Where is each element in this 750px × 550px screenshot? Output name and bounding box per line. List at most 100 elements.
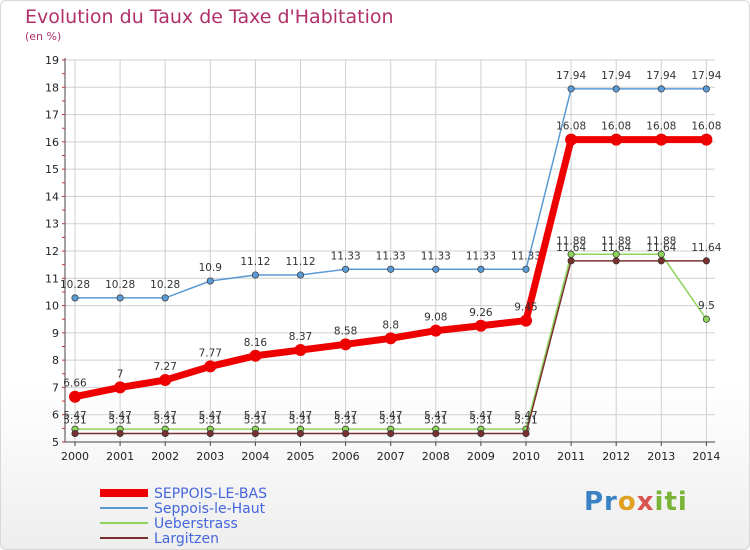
y-tick-label: 13 bbox=[45, 218, 59, 231]
data-label: 9.5 bbox=[698, 300, 715, 312]
logo-part: x bbox=[636, 487, 655, 517]
data-label: 16.08 bbox=[556, 121, 586, 133]
data-point bbox=[610, 133, 623, 146]
x-tick-label: 2006 bbox=[332, 450, 360, 463]
data-point bbox=[204, 360, 217, 373]
data-label: 5.31 bbox=[379, 415, 402, 427]
y-tick-label: 7 bbox=[52, 381, 59, 394]
legend-label: Ueberstrass bbox=[154, 516, 238, 532]
data-point bbox=[251, 271, 259, 279]
y-tick-label: 6 bbox=[52, 409, 59, 422]
data-point bbox=[387, 429, 395, 438]
data-point bbox=[161, 429, 169, 438]
data-label: 11.33 bbox=[511, 250, 541, 262]
legend-item: SEPPOIS-LE-BAS bbox=[100, 486, 267, 502]
data-point bbox=[294, 344, 307, 357]
data-label: 7.77 bbox=[199, 347, 222, 359]
data-point bbox=[342, 265, 350, 273]
data-label: 5.31 bbox=[199, 415, 222, 427]
data-point bbox=[567, 257, 575, 265]
data-label: 5.47 bbox=[379, 410, 402, 422]
data-label: 5.47 bbox=[63, 410, 86, 422]
x-tick-label: 2004 bbox=[241, 450, 269, 463]
x-tick-label: 2000 bbox=[61, 450, 89, 463]
y-tick-label: 19 bbox=[45, 54, 59, 67]
data-point bbox=[432, 429, 440, 438]
data-label: 5.31 bbox=[469, 415, 492, 427]
data-label: 5.47 bbox=[469, 410, 492, 422]
data-label: 10.28 bbox=[150, 279, 180, 291]
data-point bbox=[69, 390, 81, 403]
data-label: 11.33 bbox=[376, 250, 406, 262]
series-layer: 10.28 10.28 10.28 10.9 11.12 11.12 11.33 11.33 1… bbox=[60, 70, 722, 438]
chart-title: Evolution du Taux de Taxe d'Habitation bbox=[25, 6, 394, 28]
data-label: 8.37 bbox=[289, 331, 312, 343]
data-label: 8.16 bbox=[244, 337, 268, 349]
x-tick-label: 2008 bbox=[422, 450, 450, 463]
data-point bbox=[114, 381, 127, 394]
data-label: 11.64 bbox=[601, 242, 631, 254]
data-point bbox=[387, 265, 395, 273]
data-label: 6.66 bbox=[63, 378, 87, 390]
data-point bbox=[296, 271, 305, 279]
data-point bbox=[432, 265, 440, 273]
chart-unit-label: (en %) bbox=[25, 30, 62, 43]
data-label: 17.94 bbox=[691, 70, 721, 82]
legend-item: Seppois-le-Haut bbox=[100, 501, 266, 517]
data-point bbox=[477, 429, 485, 438]
logo-part: Pr bbox=[584, 487, 618, 517]
data-label: 11.88 bbox=[556, 235, 586, 247]
y-tick-label: 17 bbox=[45, 109, 59, 122]
data-label: 8.58 bbox=[334, 325, 357, 337]
x-tick-label: 2007 bbox=[377, 450, 405, 463]
data-point bbox=[71, 429, 79, 438]
x-tick-label: 2011 bbox=[557, 450, 585, 463]
legend: SEPPOIS-LE-BASSeppois-le-HautUeberstrass… bbox=[100, 486, 267, 547]
data-label: 11.33 bbox=[331, 250, 361, 262]
series-largitzen: 5.31 5.31 5.31 5.31 5.31 5.31 5.31 5.31 5.31 5.31… bbox=[63, 242, 722, 438]
x-tick-label: 2012 bbox=[602, 450, 630, 463]
data-point bbox=[384, 332, 397, 345]
data-point bbox=[251, 429, 259, 438]
y-tick-label: 18 bbox=[45, 81, 59, 94]
series-seppois-le-bas: 6.66 7 7.27 7.77 8.16 8.37 8.58 8.8 9.08 9.26 9.45… bbox=[63, 121, 721, 403]
data-point bbox=[522, 265, 530, 273]
legend-item: Largitzen bbox=[100, 531, 219, 547]
y-tick-label: 14 bbox=[45, 190, 59, 203]
data-label: 9.26 bbox=[469, 307, 493, 319]
data-label: 5.47 bbox=[199, 410, 222, 422]
data-label: 5.47 bbox=[334, 410, 357, 422]
data-point bbox=[159, 374, 172, 387]
data-label: 5.31 bbox=[63, 415, 86, 427]
data-label: 5.47 bbox=[424, 410, 447, 422]
data-label: 7 bbox=[117, 368, 124, 380]
data-label: 10.28 bbox=[105, 279, 135, 291]
data-point bbox=[522, 429, 530, 438]
grid-lines bbox=[65, 59, 715, 443]
y-tick-label: 11 bbox=[45, 272, 59, 285]
data-point bbox=[206, 429, 214, 438]
data-label: 11.88 bbox=[601, 235, 631, 247]
data-point bbox=[116, 429, 124, 438]
data-label: 11.88 bbox=[646, 235, 676, 247]
data-label: 8.8 bbox=[382, 319, 399, 331]
x-tick-label: 2005 bbox=[287, 450, 315, 463]
data-label: 10.28 bbox=[60, 279, 90, 291]
data-point bbox=[342, 429, 350, 438]
y-tick-label: 9 bbox=[52, 327, 59, 340]
data-point bbox=[249, 349, 262, 362]
data-label: 11.64 bbox=[556, 242, 586, 254]
data-point bbox=[655, 133, 668, 146]
data-label: 17.94 bbox=[556, 70, 586, 82]
y-tick-label: 15 bbox=[45, 163, 59, 176]
data-point bbox=[567, 85, 575, 93]
data-point bbox=[702, 257, 710, 265]
data-label: 5.31 bbox=[424, 415, 447, 427]
data-label: 16.08 bbox=[646, 121, 676, 133]
data-label: 7.27 bbox=[154, 361, 177, 373]
data-label: 5.31 bbox=[514, 415, 537, 427]
x-tick-label: 2014 bbox=[692, 450, 720, 463]
data-label: 11.64 bbox=[691, 242, 721, 254]
